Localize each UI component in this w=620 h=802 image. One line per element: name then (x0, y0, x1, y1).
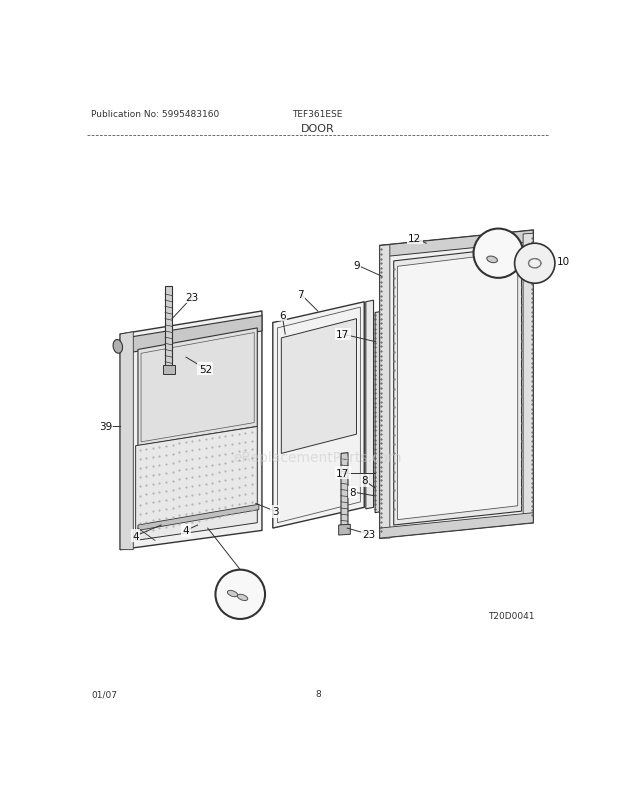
Polygon shape (379, 231, 533, 538)
Polygon shape (379, 513, 533, 538)
Polygon shape (394, 247, 521, 525)
Text: 3: 3 (272, 507, 278, 516)
Polygon shape (281, 319, 356, 454)
Text: TEF361ESE: TEF361ESE (293, 110, 343, 119)
Text: 9: 9 (353, 261, 360, 270)
Polygon shape (138, 504, 259, 531)
Circle shape (474, 229, 523, 278)
Polygon shape (341, 453, 348, 532)
Text: 23: 23 (185, 293, 199, 302)
Text: DOOR: DOOR (301, 124, 335, 134)
Text: 12: 12 (408, 233, 421, 244)
Polygon shape (379, 231, 533, 257)
Polygon shape (120, 316, 262, 354)
Polygon shape (165, 287, 172, 369)
Polygon shape (120, 332, 133, 550)
Text: 10B: 10B (487, 249, 509, 259)
Ellipse shape (487, 257, 497, 263)
Text: T20D0041: T20D0041 (489, 611, 534, 621)
Text: 6: 6 (279, 310, 285, 321)
Text: Publication No: 5995483160: Publication No: 5995483160 (92, 110, 219, 119)
Polygon shape (273, 302, 365, 529)
Text: 23: 23 (362, 529, 376, 540)
Polygon shape (136, 427, 257, 541)
Polygon shape (162, 366, 175, 375)
Circle shape (216, 570, 265, 619)
Text: 7: 7 (298, 290, 304, 300)
Polygon shape (379, 245, 390, 538)
Ellipse shape (113, 340, 123, 354)
Text: 60B: 60B (223, 591, 242, 602)
Polygon shape (138, 329, 257, 446)
Polygon shape (366, 301, 373, 509)
Text: 4: 4 (132, 531, 139, 541)
Polygon shape (523, 234, 533, 524)
Polygon shape (375, 311, 384, 513)
Text: 8: 8 (361, 476, 368, 486)
Text: eReplacementParts.com: eReplacementParts.com (234, 451, 402, 464)
Polygon shape (339, 525, 350, 536)
Text: 17: 17 (336, 330, 349, 339)
Text: 8: 8 (349, 488, 356, 497)
Text: 01/07: 01/07 (92, 690, 117, 699)
Text: 10: 10 (557, 257, 570, 266)
Polygon shape (397, 253, 518, 520)
Text: 4: 4 (183, 526, 189, 536)
Text: 39: 39 (99, 422, 112, 432)
Circle shape (515, 244, 555, 284)
Ellipse shape (237, 594, 248, 601)
Text: 17: 17 (336, 468, 349, 478)
Text: 52: 52 (199, 364, 212, 375)
Text: 8: 8 (315, 690, 321, 699)
Polygon shape (120, 311, 262, 550)
Ellipse shape (228, 591, 237, 597)
